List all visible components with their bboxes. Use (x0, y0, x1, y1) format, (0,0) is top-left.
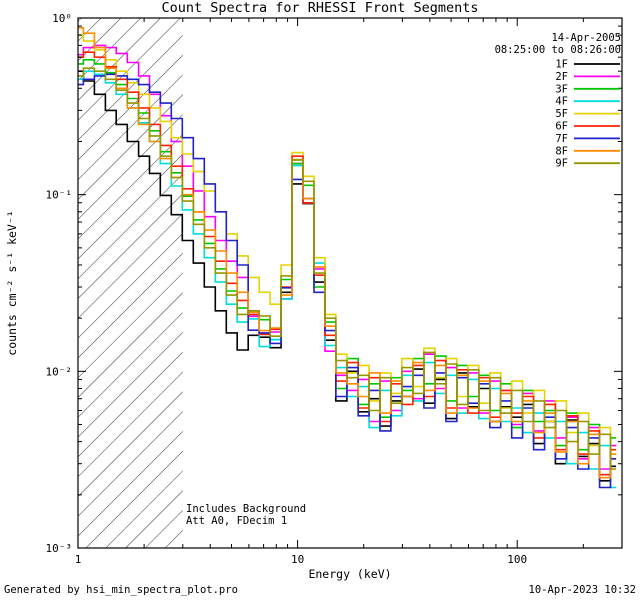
y-tick-label: 10⁻² (46, 365, 73, 378)
attenuator-note: Att A0, FDecim 1 (186, 515, 287, 527)
x-tick-label-1: 1 (75, 553, 82, 566)
legend-label-6F: 6F (555, 121, 568, 133)
x-tick-label-10: 10 (291, 553, 304, 566)
legend-label-2F: 2F (555, 71, 568, 83)
plot-frame (77, 17, 623, 549)
background-note: Includes Background (186, 503, 306, 515)
legend-label-5F: 5F (555, 108, 568, 120)
series-curve-9F (78, 67, 617, 470)
footer-generated-by: Generated by hsi_min_spectra_plot.pro (4, 584, 238, 596)
legend-label-1F: 1F (555, 59, 568, 71)
x-tick-label-100: 100 (507, 553, 527, 566)
legend-label-8F: 8F (555, 145, 568, 157)
y-axis-label: counts cm⁻² s⁻¹ keV⁻¹ (5, 210, 19, 355)
x-axis-label: Energy (keV) (308, 567, 391, 581)
observation-date: 14-Apr-2005 (551, 32, 621, 44)
y-tick-label: 10⁻³ (46, 542, 73, 555)
low-energy-hatch-region (78, 18, 183, 548)
plot-title: Count Spectra for RHESSI Front Segments (162, 0, 479, 16)
y-tick-label: 10⁻¹ (46, 189, 73, 202)
y-tick-label: 10⁰ (52, 12, 72, 25)
legend-label-3F: 3F (555, 83, 568, 95)
legend-label-9F: 9F (555, 158, 568, 170)
observation-time-range: 08:25:00 to 08:26:00 (495, 44, 621, 56)
legend-label-4F: 4F (555, 96, 568, 108)
footer-print-timestamp: 10-Apr-2023 10:32 (529, 584, 636, 596)
legend-label-7F: 7F (555, 133, 568, 145)
